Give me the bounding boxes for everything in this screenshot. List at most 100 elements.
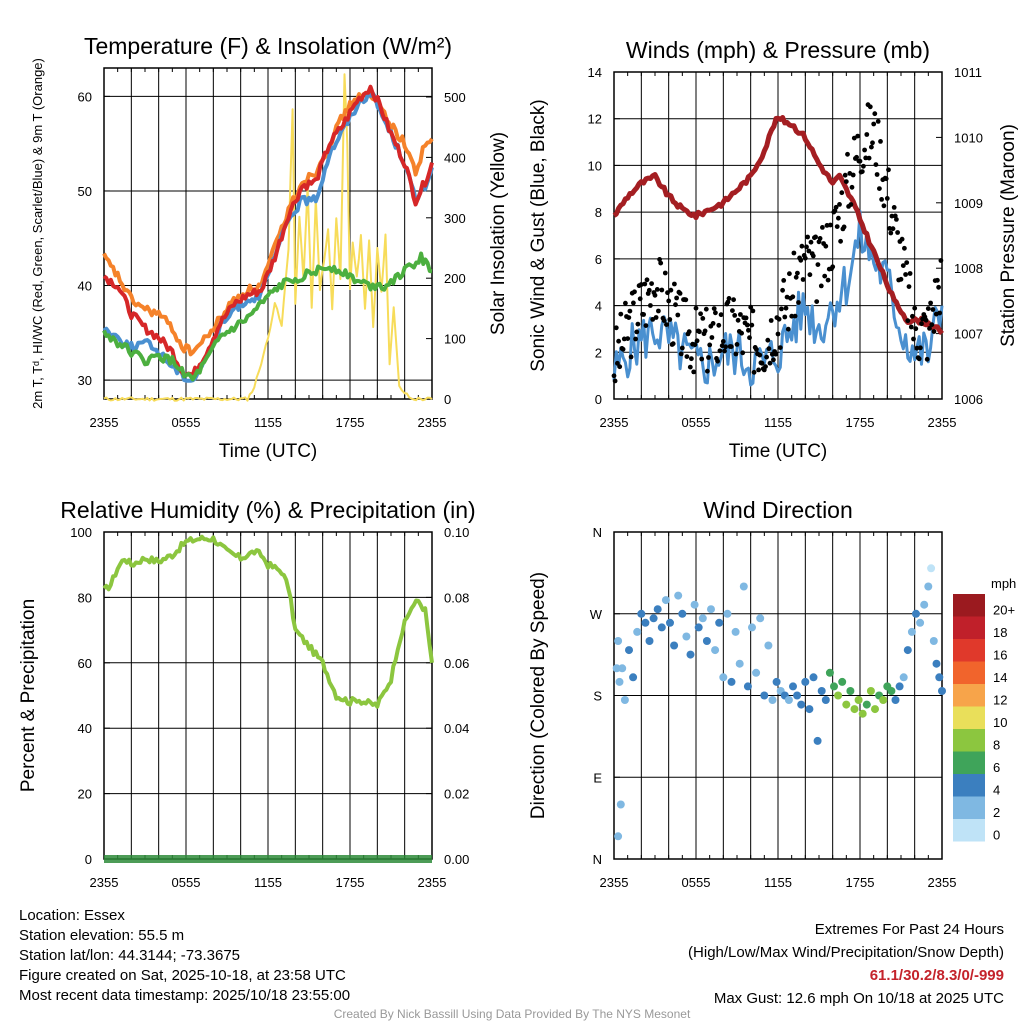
gust-point [895,230,900,235]
gust-point [818,283,824,289]
gust-point [795,270,800,276]
y-tick-label: 20 [78,787,92,802]
direction-point [618,664,627,673]
gust-point [668,287,674,293]
direction-point [649,614,658,623]
y-tick-label: 40 [78,721,92,736]
gust-point [646,287,652,293]
panel-title: Winds (mph) & Pressure (mb) [626,37,930,63]
gust-point [717,348,723,354]
extremes-subtitle: (High/Low/Max Wind/Precipitation/Snow De… [688,944,1004,961]
gust-point [649,281,654,286]
y-right-tick-label: 0.04 [444,721,469,736]
gust-point [631,300,636,306]
gust-point [648,303,653,308]
gust-point [738,312,743,317]
direction-point [862,700,871,709]
legend-label: 2 [993,805,1000,820]
y-tick-label: 30 [78,373,92,388]
direction-point [768,696,777,704]
gust-point [889,213,895,219]
gust-point [879,197,884,202]
gust-point [767,360,773,366]
y-tick-label: 12 [588,112,602,127]
gust-point [791,250,797,256]
y-right-tick-label: 400 [444,150,466,165]
gust-point [665,290,670,296]
wind-pressure-panel: 2355 0555 1155 1755 2355 0 2 4 6 8 10 12 14 1006 1007 1… [528,37,1019,462]
direction-point [678,609,687,618]
y-tick-label: 2 [595,345,602,360]
gust-point [759,360,765,366]
direction-point [641,618,650,627]
direction-point [834,691,843,700]
gust-point [936,284,941,290]
gust-point [863,155,869,161]
y-tick-label: 50 [78,184,92,199]
gust-point [698,311,703,317]
direction-point [764,641,773,650]
gust-point [703,306,709,312]
x-axis-label: Time (UTC) [729,441,828,462]
gust-point [907,271,913,276]
direction-point [793,691,802,700]
direction-point [912,609,920,618]
extremes-title: Extremes For Past 24 Hours [814,921,1004,938]
gust-point [808,239,814,245]
gust-point [815,262,821,267]
gust-point [644,277,650,283]
gust-point [661,318,667,323]
gust-point [837,202,842,207]
gust-point [635,321,641,327]
y-axis-label-right: Station Pressure (Maroon) [998,124,1019,347]
x-tick-label: 1155 [254,415,282,430]
gust-point [787,271,792,277]
gust-point [730,308,735,313]
gust-point [902,245,907,251]
gust-point [731,297,736,303]
y-right-tick-label: 200 [444,271,466,286]
y-tick-label: 8 [595,205,602,220]
gust-point [775,331,781,337]
x-tick-label: 0555 [172,875,201,890]
recent-text: Most recent data timestamp: 2025/10/18 2… [19,987,351,1004]
extremes-values: 61.1/30.2/8.3/0/-999 [869,967,1004,984]
direction-point [899,673,908,682]
gust-point [749,322,755,328]
gust-point [705,368,710,374]
x-tick-label: 1155 [764,875,792,890]
direction-point [825,668,834,677]
direction-point [817,687,826,695]
gust-point [850,172,856,178]
direction-point [935,673,944,682]
gust-point [919,321,924,327]
direction-point [789,682,797,691]
gust-point [728,344,734,349]
gust-point [734,342,740,347]
y-axis-label-left: Sonic Wind & Gust (Blue, Black) [528,99,549,371]
gust-point [667,317,673,322]
gust-point [927,326,932,331]
max-gust-text: Max Gust: 12.6 mph On 10/18 at 2025 UTC [713,990,1004,1007]
gust-point [658,260,664,266]
direction-point [895,682,904,691]
gust-point [828,222,833,228]
gust-point [790,294,796,300]
legend-swatch [953,684,985,707]
gust-point [799,243,805,249]
gust-point [916,356,922,362]
x-axis-label: Time (UTC) [219,441,318,462]
gust-point [783,305,789,311]
panel-title: Temperature (F) & Insolation (W/m²) [84,33,452,59]
y-right-tick-label: 0 [444,392,451,407]
gust-point [872,111,878,117]
direction-point [616,800,625,809]
gust-point [659,287,665,293]
y-right-tick-label: 1010 [954,130,983,145]
gust-point [626,315,632,320]
gust-point [746,327,751,333]
gust-point [757,352,763,358]
gust-point [929,322,935,328]
legend-label: 4 [993,782,1000,797]
y-axis-label-right: Solar Insolation (Yellow) [488,132,509,335]
